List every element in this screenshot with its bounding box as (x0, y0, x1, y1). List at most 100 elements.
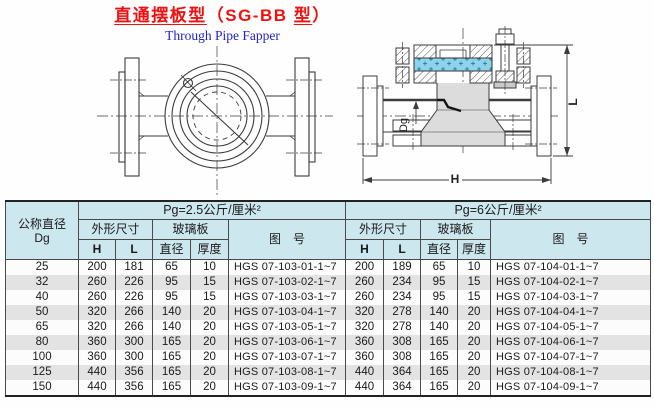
cell-value: 165 (420, 350, 459, 365)
cell-figure-number: HGS 07-103-03-1~7 (227, 290, 347, 305)
table-row: 125 440 356 165 20 HGS 07-103-08-1~7 440 364 165… (5, 365, 652, 380)
spec-table: 公称直径 Dg Pg=2.5公斤/厘米² Pg=6公斤/厘米² 外形尺寸 玻璃板… (5, 200, 652, 397)
column-header-diameter: 直径 (420, 239, 459, 260)
cell-value: 320 (78, 305, 116, 320)
cell-value: 364 (383, 380, 422, 396)
page-title: 直通摆板型（SG-BB 型） (55, 6, 390, 26)
cell-value: 20 (457, 320, 492, 335)
cell-value: 226 (115, 290, 153, 305)
cell-value: 20 (457, 365, 492, 380)
label-dg: Dg (398, 118, 410, 132)
cell-value: 266 (115, 320, 153, 335)
cell-value: 181 (115, 259, 153, 275)
cell-value: 308 (383, 335, 422, 350)
cell-value: 360 (345, 335, 385, 350)
cell-value: 10 (190, 259, 229, 275)
cell-value: 320 (78, 320, 116, 335)
cell-value: 95 (420, 275, 459, 290)
dimension-h (362, 158, 552, 184)
cell-figure-number: HGS 07-103-08-1~7 (227, 365, 347, 380)
label-h: H (451, 172, 460, 186)
cover-bolt (180, 74, 197, 92)
cell-value: 20 (457, 305, 492, 320)
cell-value: 65 (152, 259, 191, 275)
cell-figure-number: HGS 07-104-08-1~7 (490, 365, 652, 380)
cell-value: 10 (457, 259, 492, 275)
cell-nominal-diameter: 80 (5, 335, 79, 350)
cell-figure-number: HGS 07-104-06-1~7 (490, 335, 652, 350)
cell-figure-number: HGS 07-104-03-1~7 (490, 290, 652, 305)
cell-value: 20 (457, 380, 492, 396)
cell-value: 165 (420, 335, 459, 350)
cell-value: 15 (457, 290, 492, 305)
cell-figure-number: HGS 07-103-05-1~7 (227, 320, 347, 335)
nominal-diameter-dg: Dg (34, 230, 50, 245)
cell-value: 95 (152, 290, 191, 305)
cell-value: 440 (78, 365, 116, 380)
column-header-glass: 玻璃板 (152, 219, 229, 240)
cell-value: 300 (115, 350, 153, 365)
cell-value: 234 (383, 275, 422, 290)
cell-value: 260 (78, 290, 116, 305)
cell-value: 200 (78, 259, 116, 275)
cell-figure-number: HGS 07-103-01-1~7 (227, 259, 347, 275)
cell-nominal-diameter: 50 (5, 305, 79, 320)
title-model-type: 型 (293, 6, 313, 25)
cell-figure-number: HGS 07-104-02-1~7 (490, 275, 652, 290)
label-l: L (566, 98, 580, 105)
page-subtitle: Through Pipe Fapper (165, 28, 280, 43)
cell-nominal-diameter: 65 (5, 320, 79, 335)
pressure-header-pg25: Pg=2.5公斤/厘米² (77, 200, 347, 220)
cover-bolt (493, 26, 517, 94)
column-header-dimensions: 外形尺寸 (78, 219, 153, 240)
cell-value: 140 (420, 320, 459, 335)
column-header-figure-no: 图 号 (490, 219, 652, 260)
cell-figure-number: HGS 07-103-09-1~7 (227, 380, 347, 396)
cell-value: 20 (190, 350, 229, 365)
right-flange (266, 57, 324, 177)
flapper-hinge (437, 98, 462, 113)
cover-assembly (395, 42, 531, 88)
dimension-l (494, 44, 573, 157)
table-row: 40 260 226 95 15 HGS 07-103-03-1~7 260 234 95 15 H… (5, 290, 652, 305)
table-row: 100 360 300 165 20 HGS 07-103-07-1~7 360 308 165… (5, 350, 652, 365)
cell-value: 15 (457, 275, 492, 290)
cell-value: 440 (345, 380, 385, 396)
sight-glass-body-circles (164, 63, 270, 169)
cell-nominal-diameter: 125 (5, 365, 79, 380)
table-row: 32 260 226 95 15 HGS 07-103-02-1~7 260 234 95 15 H… (5, 275, 652, 290)
cell-value: 189 (383, 259, 422, 275)
title-model-open: （SG-BB (206, 6, 294, 25)
table-row: 150 440 356 165 20 HGS 07-103-09-1~7 440 364 165… (5, 380, 652, 396)
cell-value: 320 (345, 305, 385, 320)
cell-value: 15 (190, 290, 229, 305)
cell-value: 165 (152, 350, 191, 365)
table-row: 50 320 266 140 20 HGS 07-103-04-1~7 320 278 140 2… (5, 305, 652, 320)
valve-body-section (420, 83, 506, 147)
cell-value: 65 (420, 259, 459, 275)
cell-value: 95 (152, 275, 191, 290)
cell-value: 20 (190, 380, 229, 396)
table-row: 25 200 181 65 10 HGS 07-103-01-1~7 200 189 65 10 H… (5, 259, 652, 275)
cell-value: 356 (115, 365, 153, 380)
cell-value: 140 (152, 305, 191, 320)
cell-value: 278 (383, 320, 422, 335)
cell-figure-number: HGS 07-104-09-1~7 (490, 380, 652, 396)
left-pipe-flange (357, 75, 389, 157)
cell-figure-number: HGS 07-104-05-1~7 (490, 320, 652, 335)
cell-value: 234 (383, 290, 422, 305)
column-header-diameter: 直径 (152, 239, 191, 260)
column-header-l: L (115, 239, 153, 260)
cell-nominal-diameter: 25 (5, 259, 79, 275)
page-header: 直通摆板型（SG-BB 型） Through Pipe Fapper (55, 6, 390, 44)
table-row: 80 360 300 165 20 HGS 07-103-06-1~7 360 308 165 2… (5, 335, 652, 350)
title-product-name: 直通摆板型 (114, 6, 207, 25)
cell-value: 165 (152, 365, 191, 380)
cell-value: 95 (420, 290, 459, 305)
cell-nominal-diameter: 150 (5, 380, 79, 396)
column-header-l: L (383, 239, 422, 260)
cell-figure-number: HGS 07-103-07-1~7 (227, 350, 347, 365)
cell-value: 440 (345, 365, 385, 380)
cell-value: 200 (345, 259, 385, 275)
column-header-h: H (78, 239, 116, 260)
